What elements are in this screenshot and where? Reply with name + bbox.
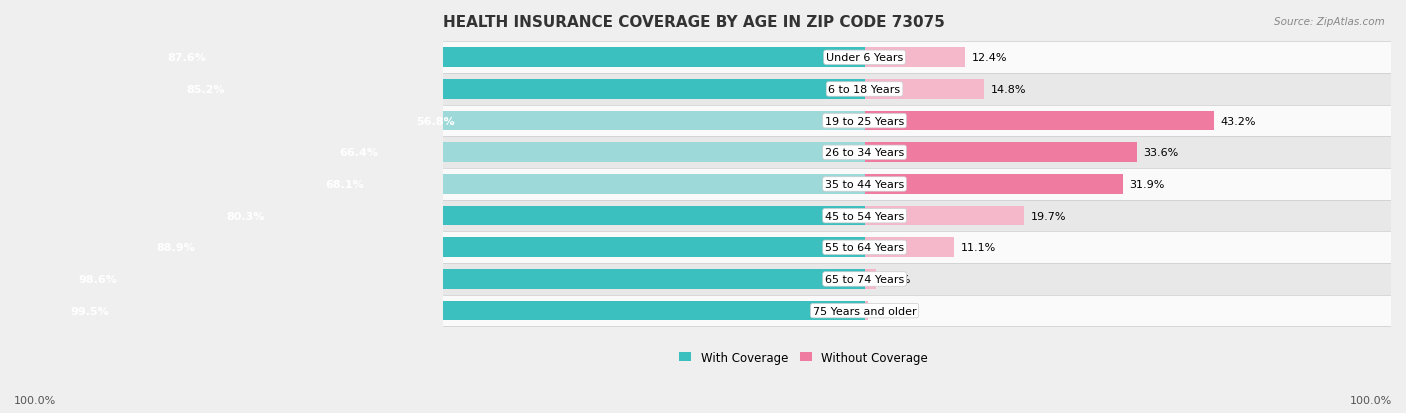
Bar (145, 238, 865, 257)
Legend: With Coverage, Without Coverage: With Coverage, Without Coverage (675, 346, 932, 368)
Bar (865, 175, 1123, 195)
Bar (443, 169, 1406, 200)
Text: 0.46%: 0.46% (875, 306, 910, 316)
Text: Source: ZipAtlas.com: Source: ZipAtlas.com (1274, 17, 1385, 26)
Bar (865, 143, 1136, 163)
Bar (865, 48, 965, 68)
Bar (865, 238, 955, 257)
Text: 11.1%: 11.1% (960, 243, 997, 253)
Text: 56.8%: 56.8% (416, 116, 456, 126)
Text: 45 to 54 Years: 45 to 54 Years (825, 211, 904, 221)
Text: 99.5%: 99.5% (70, 306, 110, 316)
Text: 31.9%: 31.9% (1129, 180, 1164, 190)
Text: 26 to 34 Years: 26 to 34 Years (825, 148, 904, 158)
Text: 1.4%: 1.4% (883, 274, 911, 284)
Bar (443, 106, 1406, 137)
Bar (865, 301, 869, 320)
Text: 80.3%: 80.3% (226, 211, 264, 221)
Bar (443, 43, 1406, 74)
Bar (66, 270, 865, 289)
Text: 100.0%: 100.0% (1350, 395, 1392, 405)
Bar (865, 80, 984, 100)
Text: 75 Years and older: 75 Years and older (813, 306, 917, 316)
Text: 19 to 25 Years: 19 to 25 Years (825, 116, 904, 126)
Bar (405, 112, 865, 131)
Bar (443, 74, 1406, 106)
Text: Under 6 Years: Under 6 Years (825, 53, 903, 63)
Text: 65 to 74 Years: 65 to 74 Years (825, 274, 904, 284)
Text: 6 to 18 Years: 6 to 18 Years (828, 85, 901, 95)
Text: 35 to 44 Years: 35 to 44 Years (825, 180, 904, 190)
Text: HEALTH INSURANCE COVERAGE BY AGE IN ZIP CODE 73075: HEALTH INSURANCE COVERAGE BY AGE IN ZIP … (443, 15, 945, 30)
Bar (865, 270, 876, 289)
Bar (443, 200, 1406, 232)
Bar (214, 206, 865, 226)
Text: 12.4%: 12.4% (972, 53, 1007, 63)
Text: 88.9%: 88.9% (156, 243, 195, 253)
Text: 14.8%: 14.8% (991, 85, 1026, 95)
Text: 19.7%: 19.7% (1031, 211, 1066, 221)
Text: 68.1%: 68.1% (325, 180, 364, 190)
Bar (865, 112, 1215, 131)
Bar (865, 206, 1024, 226)
Text: 55 to 64 Years: 55 to 64 Years (825, 243, 904, 253)
Text: 100.0%: 100.0% (14, 395, 56, 405)
Text: 33.6%: 33.6% (1143, 148, 1178, 158)
Bar (443, 263, 1406, 295)
Bar (326, 143, 865, 163)
Text: 43.2%: 43.2% (1220, 116, 1257, 126)
Bar (174, 80, 865, 100)
Bar (314, 175, 865, 195)
Bar (59, 301, 865, 320)
Bar (443, 295, 1406, 327)
Text: 87.6%: 87.6% (167, 53, 207, 63)
Text: 66.4%: 66.4% (339, 148, 378, 158)
Bar (443, 232, 1406, 263)
Bar (443, 137, 1406, 169)
Text: 85.2%: 85.2% (187, 85, 225, 95)
Text: 98.6%: 98.6% (79, 274, 117, 284)
Bar (155, 48, 865, 68)
